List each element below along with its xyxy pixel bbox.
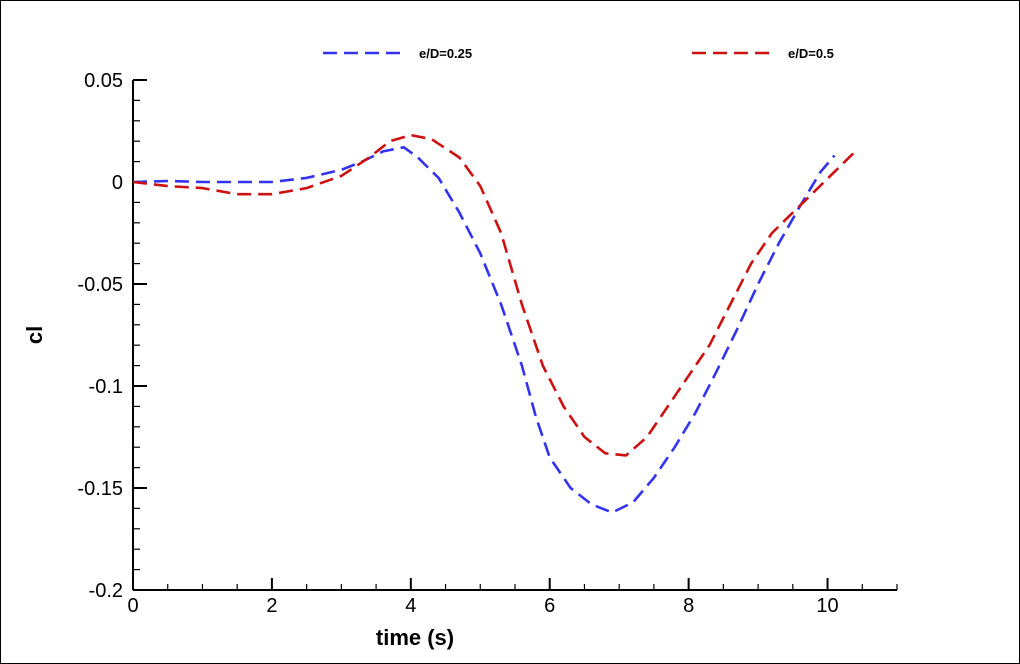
x-tick-label: 6 (544, 595, 555, 617)
y-tick-label: -0.2 (89, 580, 123, 602)
x-axis-title: time (s) (376, 625, 454, 650)
legend: e/D=0.25 e/D=0.5 (323, 46, 834, 61)
x-tick-label: 0 (127, 595, 138, 617)
x-tick-label: 10 (816, 595, 838, 617)
legend-label-1: e/D=0.25 (419, 46, 472, 61)
x-tick-label: 4 (405, 595, 416, 617)
y-tick-label: 0.05 (84, 70, 123, 92)
series-line-2 (132, 133, 857, 457)
y-tick-label: -0.1 (89, 376, 123, 398)
legend-label-2: e/D=0.5 (788, 46, 834, 61)
y-tick-label: -0.05 (77, 274, 123, 296)
y-axis-title: cl (22, 326, 47, 344)
y-tick-label: -0.15 (77, 478, 123, 500)
y-tick-label: 0 (112, 172, 123, 194)
axes (132, 80, 897, 591)
x-tick-label: 8 (683, 595, 694, 617)
x-tick-label: 2 (266, 595, 277, 617)
ticks: 0 2 4 6 8 10 0.05 0 -0.05 -0.1 -0.15 -0.2 (77, 70, 898, 617)
series-layer (132, 133, 857, 514)
series-line-1 (132, 146, 836, 514)
